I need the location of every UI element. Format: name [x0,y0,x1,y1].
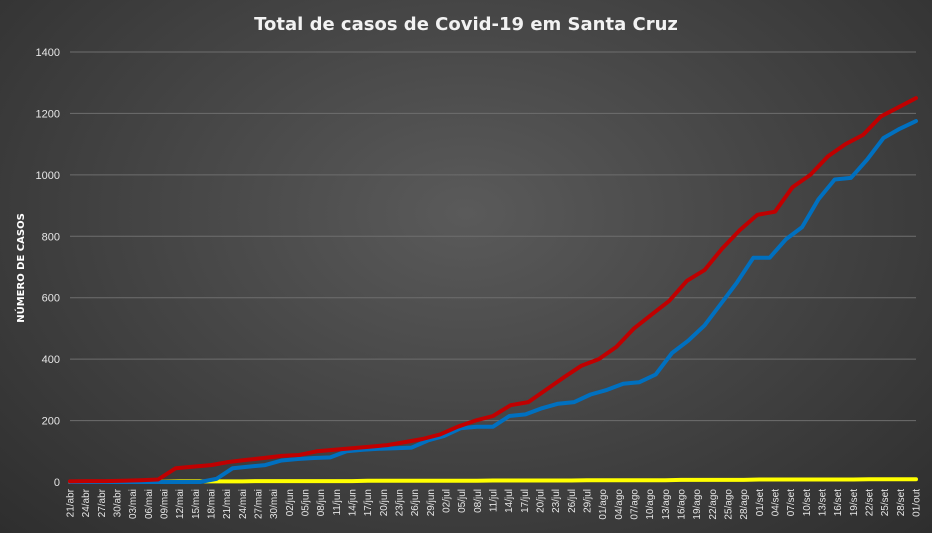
x-tick-label: 01/ago [598,489,609,520]
x-tick-label: 08/jun [316,489,327,516]
x-tick-label: 04/ago [614,489,625,520]
y-axis-ticks: 0 200 400 600 800 1000 1200 1400 [36,47,60,489]
x-tick-label: 25/set [880,489,891,516]
x-tick-label: 17/jun [363,489,374,516]
series-line-1 [68,119,918,484]
x-tick-label: 26/jul [567,489,578,513]
x-tick-label: 11/jun [332,489,343,516]
x-tick-label: 27/abr [97,488,108,517]
x-tick-label: 03/mai [128,489,139,519]
x-tick-label: 16/set [833,489,844,516]
x-tick-label: 16/ago [677,489,688,520]
x-tick-label: 11/jul [489,489,500,512]
y-tick-label: 600 [42,293,60,305]
x-tick-label: 23/jul [551,489,562,513]
x-tick-label: 19/ago [692,489,703,520]
x-tick-label: 22/set [865,489,876,516]
gridlines [70,51,916,422]
x-tick-label: 20/jul [536,489,547,513]
x-tick-label: 10/ago [645,489,656,520]
x-tick-label: 28/ago [739,489,750,520]
x-tick-label: 13/ago [661,489,672,520]
series-lines [68,96,918,484]
x-tick-label: 29/jun [426,489,437,516]
x-tick-label: 12/mai [175,489,186,519]
x-tick-label: 02/jun [285,489,296,516]
x-tick-label: 23/jun [395,489,406,516]
x-axis-ticks: 21/abr 24/abr 27/abr 30/abr 03/mai 06/mai 09/m… [66,488,923,519]
x-tick-label: 15/mai [191,489,202,519]
y-tick-label: 0 [54,477,60,489]
x-tick-label: 07/ago [630,489,641,520]
x-tick-label: 19/set [849,489,860,516]
y-axis-label: NÚMERO DE CASOS [14,213,27,323]
x-tick-label: 01/set [755,489,766,516]
x-tick-label: 05/jul [457,489,468,513]
y-tick-label: 200 [42,416,60,428]
x-tick-label: 24/abr [81,488,92,517]
x-tick-label: 21/mai [222,489,233,519]
x-tick-label: 30/mai [269,489,280,519]
x-tick-label: 21/abr [66,488,77,517]
x-tick-label: 25/ago [724,489,735,520]
x-tick-label: 10/set [802,489,813,516]
x-tick-label: 08/jul [473,489,484,513]
x-tick-label: 26/jun [410,489,421,516]
x-tick-label: 14/jul [504,489,515,513]
x-tick-label: 17/jul [520,489,531,513]
x-tick-label: 04/set [771,489,782,516]
y-tick-label: 1000 [36,170,60,182]
x-tick-label: 13/set [818,489,829,516]
x-tick-label: 22/ago [708,489,719,520]
x-tick-label: 14/jun [348,489,359,516]
x-tick-label: 24/mai [238,489,249,519]
x-tick-label: 30/abr [113,488,124,517]
x-tick-label: 29/jul [583,489,594,513]
y-tick-label: 400 [42,354,60,366]
x-tick-label: 05/jun [301,489,312,516]
x-tick-label: 28/set [896,489,907,516]
y-tick-label: 800 [42,231,60,243]
y-tick-label: 1200 [36,108,60,120]
x-tick-label: 18/mai [207,489,218,519]
x-tick-label: 20/jun [379,489,390,516]
series-line-0 [68,96,918,484]
chart-title: Total de casos de Covid-19 em Santa Cruz [254,14,678,35]
y-tick-label: 1400 [36,47,60,59]
x-tick-label: 02/jul [442,489,453,513]
x-tick-label: 07/set [786,489,797,516]
x-tick-label: 01/out [912,489,923,517]
x-tick-label: 06/mai [144,489,155,519]
x-tick-label: 09/mai [160,489,171,519]
x-tick-label: 27/mai [254,489,265,519]
